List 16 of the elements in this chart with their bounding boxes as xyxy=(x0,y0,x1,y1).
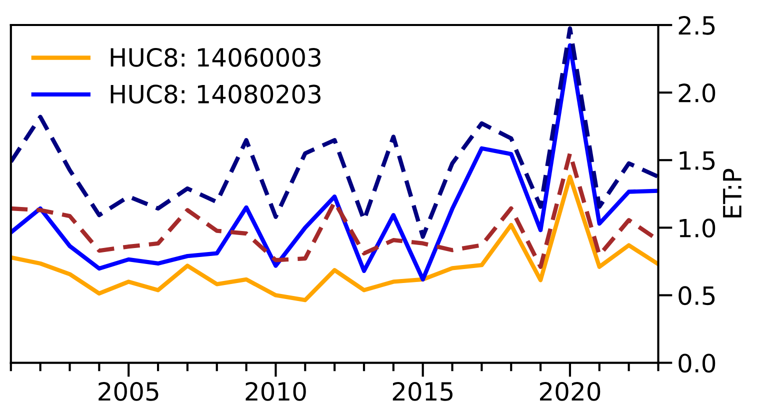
x-tick-label: 2005 xyxy=(98,382,158,401)
y-tick-label: 2.0 xyxy=(678,84,716,102)
legend-label: HUC8: 14060003 xyxy=(110,48,320,67)
y-tick-label: 0.0 xyxy=(678,354,716,373)
x-tick-label: 2020 xyxy=(540,382,600,401)
y-axis-title: ET:P xyxy=(723,168,742,218)
line-series xyxy=(10,174,658,302)
x-tick-label: 2010 xyxy=(246,382,306,401)
line-series xyxy=(10,43,658,282)
y-tick-label: 0.5 xyxy=(678,286,715,306)
line-series xyxy=(10,26,658,239)
y-tick-label: 1.5 xyxy=(680,151,715,170)
legend-label: HUC8: 14080203 xyxy=(110,84,320,104)
y-tick-label: 1.0 xyxy=(680,218,716,238)
x-tick-label: 2015 xyxy=(392,382,452,401)
y-tick-label: 2.5 xyxy=(678,16,715,35)
